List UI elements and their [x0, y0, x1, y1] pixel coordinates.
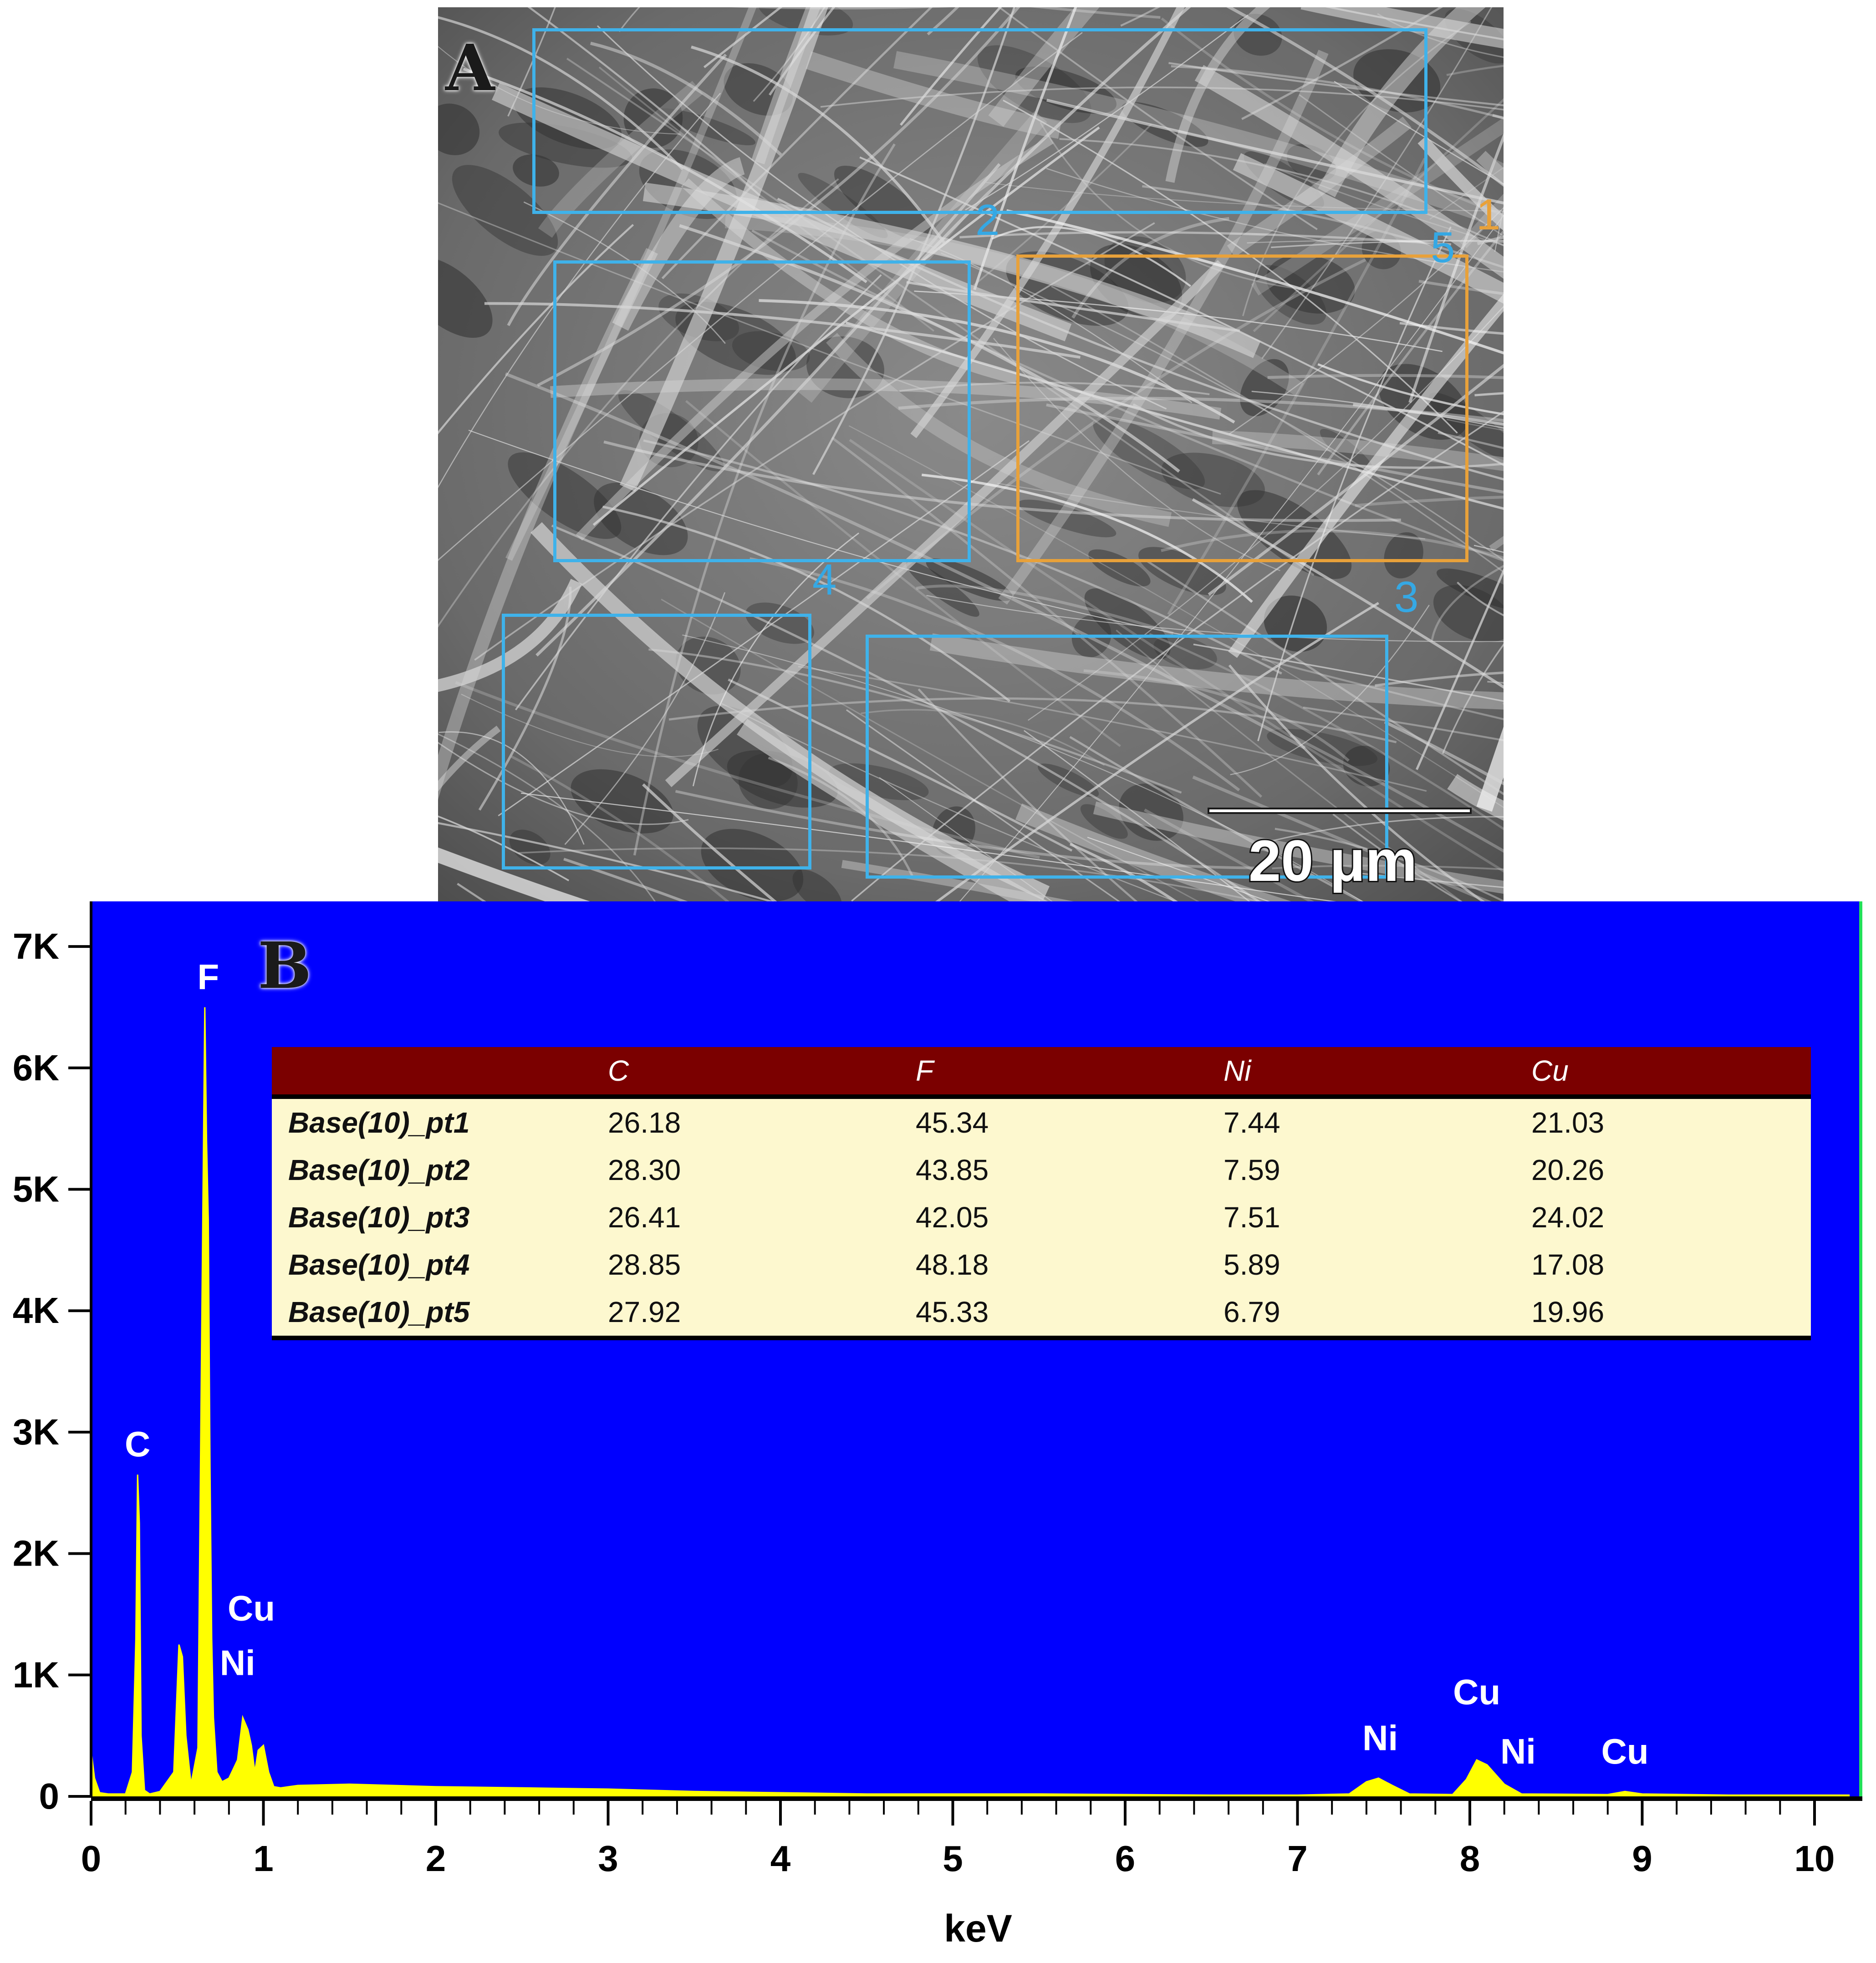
x-tick-label: 3	[598, 1838, 618, 1879]
table-header-c: C	[608, 1047, 916, 1099]
cell-cu: 19.96	[1531, 1288, 1811, 1340]
cell-ni: 6.79	[1223, 1288, 1531, 1340]
y-tick-label: 1K	[13, 1654, 59, 1695]
y-tick-label: 7K	[13, 926, 59, 966]
cell-f: 42.05	[916, 1194, 1223, 1241]
peak-label: Cu	[1601, 1731, 1649, 1771]
table-header-blank	[272, 1047, 608, 1099]
cell-cu: 24.02	[1531, 1194, 1811, 1241]
peak-label: F	[198, 956, 219, 997]
row-name: Base(10)_pt5	[272, 1288, 608, 1340]
x-tick-label: 7	[1287, 1838, 1308, 1879]
panel-b-label: B	[258, 929, 312, 1003]
y-tick-label: 4K	[13, 1290, 59, 1331]
plot-right-edge	[1859, 901, 1862, 1797]
x-axis-label: keV	[944, 1907, 1012, 1950]
table-header-cu: Cu	[1531, 1047, 1811, 1099]
peak-label: Cu	[1453, 1672, 1500, 1712]
composition-table: C F Ni Cu Base(10)_pt1 26.18 45.34 7.44 …	[272, 1047, 1811, 1340]
peak-label: Ni	[220, 1643, 255, 1683]
x-tick-label: 9	[1632, 1838, 1652, 1879]
roi-label-3: 3	[1394, 573, 1419, 621]
sem-fiber-image	[438, 7, 1504, 906]
cell-c: 26.41	[608, 1194, 916, 1241]
y-tick-label: 5K	[13, 1169, 59, 1210]
panel-a-label: A	[445, 31, 495, 106]
peak-label: C	[125, 1424, 150, 1464]
peak-label: Ni	[1362, 1718, 1398, 1758]
spectrum-area	[90, 1007, 1850, 1797]
y-tick-label: 6K	[13, 1048, 59, 1088]
roi-label-5: 5	[1431, 223, 1455, 272]
row-name: Base(10)_pt4	[272, 1241, 608, 1288]
table-row: Base(10)_pt5 27.92 45.33 6.79 19.96	[272, 1288, 1811, 1340]
x-tick-label: 6	[1115, 1838, 1136, 1879]
row-name: Base(10)_pt1	[272, 1097, 608, 1146]
cell-f: 45.33	[916, 1288, 1223, 1340]
table-row: Base(10)_pt3 26.41 42.05 7.51 24.02	[272, 1194, 1811, 1241]
y-tick-label: 2K	[13, 1533, 59, 1574]
row-name: Base(10)_pt2	[272, 1146, 608, 1194]
x-axis-line	[91, 1796, 1862, 1801]
scale-bar-label: 20 μm	[1247, 829, 1418, 894]
peak-label: Cu	[228, 1588, 275, 1628]
cell-cu: 21.03	[1531, 1097, 1811, 1146]
x-tick-label: 0	[81, 1838, 102, 1879]
table-row: Base(10)_pt4 28.85 48.18 5.89 17.08	[272, 1241, 1811, 1288]
table-header-ni: Ni	[1223, 1047, 1531, 1099]
x-tick-label: 2	[426, 1838, 446, 1879]
table-header-row: C F Ni Cu	[272, 1047, 1811, 1099]
sem-micrograph-panel: A 2 1 5 4 3 20 μm	[438, 7, 1504, 906]
roi-box-1	[1016, 254, 1468, 562]
roi-box-3-left	[502, 614, 811, 870]
cell-ni: 7.51	[1223, 1194, 1531, 1241]
roi-box-2	[532, 28, 1427, 214]
cell-c: 28.30	[608, 1146, 916, 1194]
roi-box-5	[866, 635, 1388, 879]
cell-f: 48.18	[916, 1241, 1223, 1288]
cell-c: 26.18	[608, 1097, 916, 1146]
cell-c: 27.92	[608, 1288, 916, 1340]
x-tick-label: 4	[770, 1838, 791, 1879]
cell-f: 43.85	[916, 1146, 1223, 1194]
y-tick-label: 0	[39, 1776, 60, 1816]
roi-label-2: 2	[975, 196, 1000, 244]
roi-label-1: 1	[1476, 190, 1501, 239]
row-name: Base(10)_pt3	[272, 1194, 608, 1241]
cell-cu: 20.26	[1531, 1146, 1811, 1194]
cell-ni: 7.44	[1223, 1097, 1531, 1146]
x-tick-label: 8	[1460, 1838, 1480, 1879]
x-tick-label: 10	[1794, 1838, 1835, 1879]
eds-spectrum-panel: 0 1K 2K 3K 4K 5K 6K 7K 0 1 2 3 4 5 6 7 8 9 10 keV C F Cu Ni Ni Cu…	[0, 901, 1876, 1963]
roi-box-4	[553, 260, 971, 562]
table-header-f: F	[916, 1047, 1223, 1099]
roi-label-4: 4	[812, 555, 837, 604]
cell-cu: 17.08	[1531, 1241, 1811, 1288]
cell-c: 28.85	[608, 1241, 916, 1288]
x-tick-label: 1	[253, 1838, 274, 1879]
x-tick-label: 5	[943, 1838, 963, 1879]
table-row: Base(10)_pt2 28.30 43.85 7.59 20.26	[272, 1146, 1811, 1194]
table-row: Base(10)_pt1 26.18 45.34 7.44 21.03	[272, 1097, 1811, 1146]
cell-ni: 5.89	[1223, 1241, 1531, 1288]
cell-ni: 7.59	[1223, 1146, 1531, 1194]
cell-f: 45.34	[916, 1097, 1223, 1146]
y-tick-label: 3K	[13, 1412, 59, 1452]
peak-label: Ni	[1500, 1731, 1536, 1771]
scale-bar	[1208, 808, 1472, 814]
